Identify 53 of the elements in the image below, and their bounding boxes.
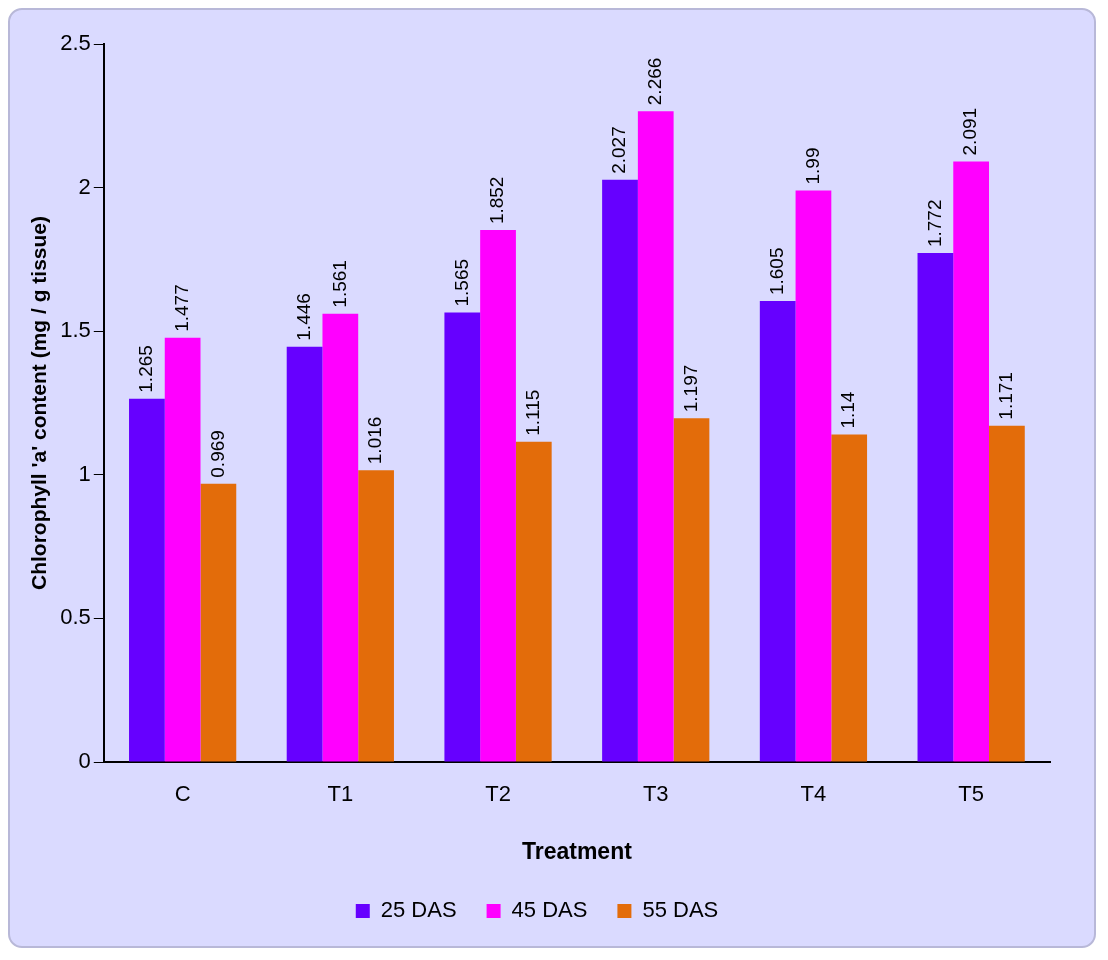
y-tick-label: 0 [78,748,91,774]
bar [444,312,481,762]
bar [602,179,638,762]
bar [759,301,796,762]
x-tick-label: T2 [485,781,511,807]
y-tick-label: 0.5 [60,604,91,630]
y-tick-label: 1.5 [60,317,91,343]
data-label: 2.266 [643,57,665,106]
bar [953,161,990,762]
data-label: 1.477 [170,284,192,332]
x-tick-label: T1 [327,781,354,807]
data-label: 1.446 [292,293,314,341]
data-label: 1.99 [801,147,823,185]
bar [480,230,516,762]
data-label: 1.772 [923,199,945,248]
legend-label: 25 DAS [380,897,457,923]
data-label: 1.852 [486,176,508,225]
bar [164,337,201,762]
y-axis-title: Chlorophyll 'a' content (mg / g tissue) [27,215,51,591]
data-label: 1.565 [450,258,472,307]
bar [286,346,323,762]
x-tick-label: T4 [800,781,827,807]
x-tick-label: T3 [642,781,669,807]
y-tick-label: 2.5 [60,30,91,56]
x-axis-title: Treatment [521,837,633,864]
legend-label: 45 DAS [511,897,588,923]
bar [673,418,710,762]
bar [322,313,359,762]
data-label: 0.969 [206,430,228,478]
data-label: 1.171 [995,372,1017,420]
x-tick-label: C [174,781,191,807]
data-label: 2.091 [959,107,981,156]
x-tick-label: T5 [958,781,984,807]
bar [129,398,165,762]
y-tick-label: 2 [78,173,91,199]
data-label: 1.14 [837,391,859,429]
bar [637,111,674,762]
data-label: 1.265 [135,345,157,393]
bar [831,434,868,762]
bar [917,253,954,762]
y-tick-label: 1 [78,460,91,486]
legend-label: 55 DAS [642,897,719,923]
bar [200,483,237,762]
bar [515,441,552,762]
data-label: 2.027 [608,126,630,174]
data-label: 1.016 [364,416,386,465]
data-label: 1.605 [765,247,787,296]
data-label: 1.561 [328,260,350,308]
bar [989,425,1025,762]
data-label: 1.115 [522,389,544,436]
bar [795,190,832,762]
data-label: 1.197 [679,364,701,413]
bar [358,470,394,762]
